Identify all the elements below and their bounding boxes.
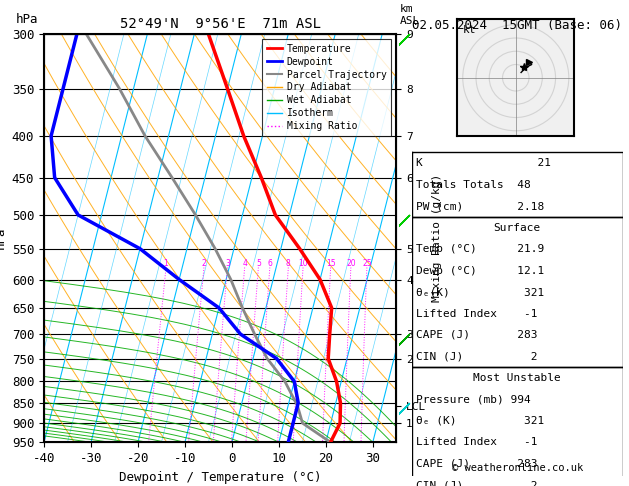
Text: CAPE (J)       283: CAPE (J) 283 bbox=[416, 459, 538, 469]
Y-axis label: Mixing Ratio (g/kg): Mixing Ratio (g/kg) bbox=[431, 174, 442, 302]
Text: 15: 15 bbox=[326, 259, 335, 267]
Text: kt: kt bbox=[463, 25, 476, 35]
Text: 4: 4 bbox=[242, 259, 247, 267]
Text: CIN (J)          2: CIN (J) 2 bbox=[416, 480, 538, 486]
Text: 5: 5 bbox=[256, 259, 261, 267]
Text: CAPE (J)       283: CAPE (J) 283 bbox=[416, 330, 538, 340]
Text: 02.05.2024  15GMT (Base: 06): 02.05.2024 15GMT (Base: 06) bbox=[412, 19, 622, 33]
Text: θₑ (K)          321: θₑ (K) 321 bbox=[416, 416, 545, 426]
Text: 1: 1 bbox=[164, 259, 169, 267]
Text: Most Unstable: Most Unstable bbox=[474, 373, 561, 383]
Text: km
ASL: km ASL bbox=[400, 4, 420, 26]
X-axis label: Dewpoint / Temperature (°C): Dewpoint / Temperature (°C) bbox=[119, 470, 321, 484]
Text: 2: 2 bbox=[201, 259, 206, 267]
Text: 10: 10 bbox=[298, 259, 308, 267]
Text: hPa: hPa bbox=[16, 13, 38, 26]
Text: Temp (°C)      21.9: Temp (°C) 21.9 bbox=[416, 244, 545, 254]
Text: Lifted Index    -1: Lifted Index -1 bbox=[416, 437, 538, 448]
Text: CIN (J)          2: CIN (J) 2 bbox=[416, 351, 538, 362]
Text: 8: 8 bbox=[286, 259, 291, 267]
Text: 20: 20 bbox=[346, 259, 355, 267]
Text: 3: 3 bbox=[225, 259, 230, 267]
Text: 25: 25 bbox=[362, 259, 372, 267]
Y-axis label: hPa: hPa bbox=[0, 227, 6, 249]
Text: Lifted Index    -1: Lifted Index -1 bbox=[416, 309, 538, 318]
Text: 6: 6 bbox=[267, 259, 272, 267]
Text: Dewp (°C)      12.1: Dewp (°C) 12.1 bbox=[416, 265, 545, 276]
Text: PW (cm)        2.18: PW (cm) 2.18 bbox=[416, 201, 545, 211]
Legend: Temperature, Dewpoint, Parcel Trajectory, Dry Adiabat, Wet Adiabat, Isotherm, Mi: Temperature, Dewpoint, Parcel Trajectory… bbox=[262, 39, 391, 136]
Text: K                 21: K 21 bbox=[416, 158, 551, 168]
Text: Pressure (mb) 994: Pressure (mb) 994 bbox=[416, 395, 531, 404]
Text: Surface: Surface bbox=[494, 223, 541, 233]
Text: © weatheronline.co.uk: © weatheronline.co.uk bbox=[452, 463, 583, 473]
Text: Totals Totals  48: Totals Totals 48 bbox=[416, 180, 531, 190]
Title: 52°49'N  9°56'E  71m ASL: 52°49'N 9°56'E 71m ASL bbox=[120, 17, 321, 32]
Text: θₑ(K)           321: θₑ(K) 321 bbox=[416, 287, 545, 297]
